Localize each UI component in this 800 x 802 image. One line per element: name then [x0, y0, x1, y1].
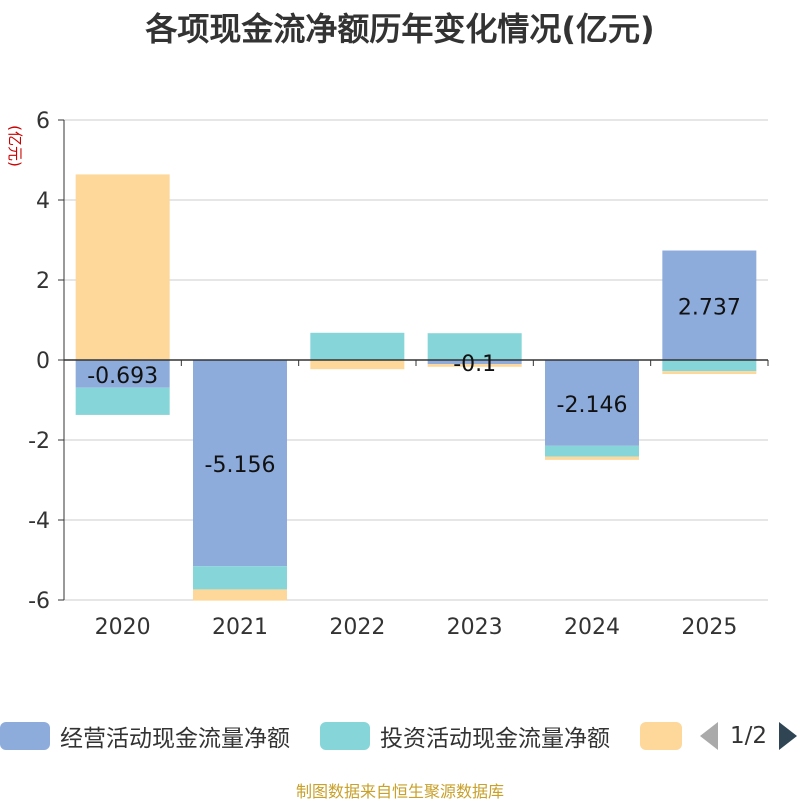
pager-next-icon[interactable] — [779, 722, 798, 750]
bar-2023-series-0 — [427, 360, 522, 364]
x-tick-label-2022: 2022 — [329, 615, 385, 640]
bar-2021-series-2 — [193, 589, 287, 601]
x-tick-label-2023: 2023 — [447, 615, 503, 640]
y-tick-label: 6 — [36, 109, 50, 134]
legend-label-investing: 投资活动现金流量净额 — [380, 726, 610, 752]
data-label-2020: -0.693 — [87, 364, 158, 389]
y-tick-label: -2 — [28, 429, 50, 454]
y-tick-label: 2 — [36, 269, 50, 294]
bar-2024-series-0 — [545, 360, 639, 446]
bar-2025-series-2 — [662, 371, 757, 374]
bar-2022-series-2 — [310, 360, 405, 370]
legend-item-operating[interactable]: 经营活动现金流量净额 — [0, 719, 290, 753]
bar-2021-series-1 — [193, 566, 287, 590]
y-tick-label: 4 — [36, 189, 50, 214]
y-axis-title: (亿元) — [6, 125, 24, 167]
x-tick-label-2025: 2025 — [681, 615, 737, 640]
legend-swatch-operating — [0, 722, 50, 750]
x-tick-label-2021: 2021 — [212, 615, 268, 640]
data-label-2021: -5.156 — [205, 453, 276, 478]
bar-2024-series-1 — [545, 445, 639, 457]
bar-2020-series-1 — [75, 387, 170, 415]
bar-2023-series-1 — [427, 333, 522, 360]
pager-text: 1/2 — [730, 723, 768, 749]
legend-swatch-financing — [640, 722, 682, 750]
x-tick-label-2020: 2020 — [95, 615, 151, 640]
pager-prev-icon[interactable] — [700, 722, 718, 750]
x-tick-label-2024: 2024 — [564, 615, 620, 640]
y-tick-label: -4 — [28, 509, 50, 534]
data-label-2025: 2.737 — [678, 295, 741, 320]
bar-2025-series-0 — [662, 250, 757, 360]
legend-label-operating: 经营活动现金流量净额 — [60, 726, 290, 752]
legend-swatch-investing — [320, 722, 370, 750]
bar-2020-series-0 — [75, 360, 170, 388]
bar-2023-series-2 — [427, 364, 522, 367]
footer-source: 制图数据来自恒生聚源数据库 — [295, 782, 504, 801]
chart-title: 各项现金流净额历年变化情况(亿元) — [145, 10, 655, 48]
bar-2020-series-2 — [75, 174, 170, 360]
data-label-2023: -0.1 — [453, 352, 496, 377]
legend-item-investing[interactable]: 投资活动现金流量净额 — [320, 719, 610, 753]
legend-item-financing[interactable] — [640, 722, 692, 750]
data-label-2024: -2.146 — [557, 393, 628, 418]
y-tick-label: -6 — [28, 589, 50, 614]
legend-pager: 1/2 — [700, 716, 798, 756]
bar-2021-series-0 — [193, 360, 287, 567]
bar-2025-series-1 — [662, 360, 757, 372]
y-tick-label: 0 — [36, 349, 50, 374]
bar-2022-series-1 — [310, 332, 405, 360]
bar-2024-series-2 — [545, 456, 639, 460]
